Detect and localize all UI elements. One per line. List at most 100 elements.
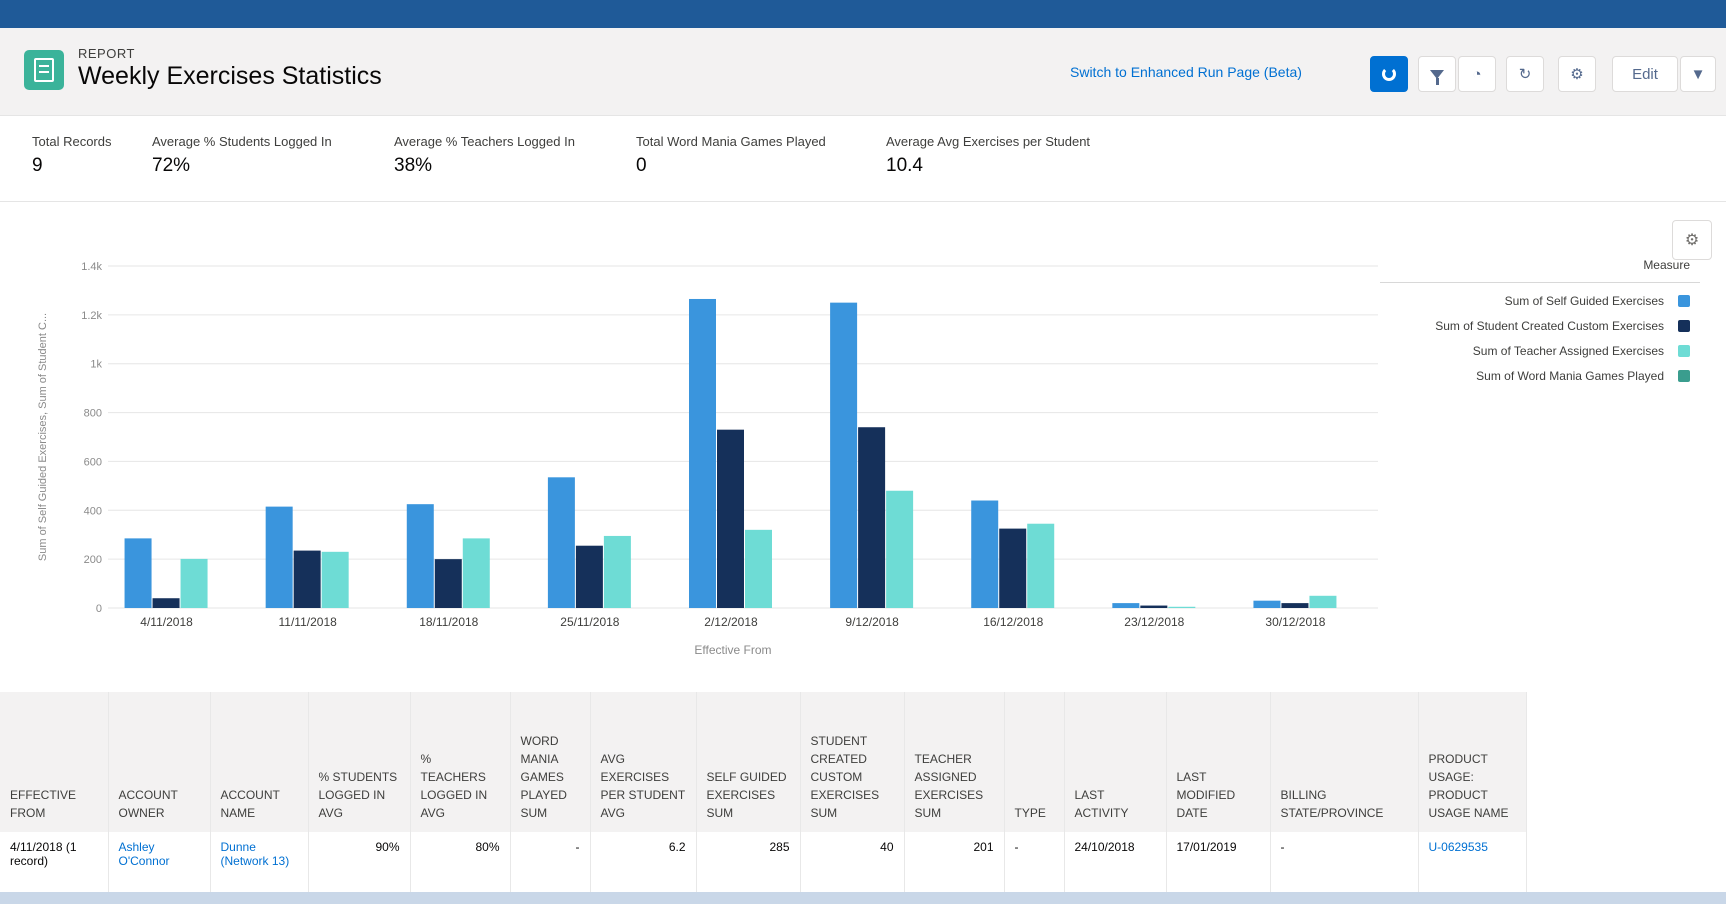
legend-label: Sum of Student Created Custom Exercises — [1435, 319, 1664, 333]
legend-item[interactable]: Sum of Student Created Custom Exercises — [1380, 319, 1700, 333]
chart-area: 0 200 400 600 800 1k 1.2k 1.4k 4/11/2018 11/11/20… — [0, 202, 1726, 692]
chart-toggle-button[interactable]: ◔ — [1458, 56, 1496, 92]
col-header[interactable]: PRODUCT USAGE: PRODUCT USAGE NAME — [1418, 692, 1527, 832]
col-header[interactable]: WORD MANIA GAMES PLAYED Sum — [510, 692, 591, 832]
col-header[interactable]: SELF GUIDED EXERCISES Sum — [696, 692, 801, 832]
summary-label: Average Avg Exercises per Student — [886, 134, 1091, 149]
chart-legend: Measure Sum of Self Guided Exercises Sum… — [1380, 258, 1700, 383]
refresh-toggle-button[interactable] — [1370, 56, 1408, 92]
legend-item[interactable]: Sum of Self Guided Exercises — [1380, 294, 1700, 308]
refresh-icon — [1382, 67, 1396, 81]
edit-menu-button[interactable]: ▼ — [1680, 56, 1716, 92]
col-header[interactable]: STUDENT CREATED CUSTOM EXERCISES Sum — [800, 692, 905, 832]
summary-label: Average % Teachers Logged In — [394, 134, 575, 149]
chart-settings-button[interactable]: ⚙ — [1672, 220, 1712, 260]
col-header[interactable]: ACCOUNT OWNER — [108, 692, 211, 832]
summary-avg-students: Average % Students Logged In 72% — [152, 134, 332, 177]
summary-value: 9 — [32, 155, 43, 176]
legend-label: Sum of Word Mania Games Played — [1476, 369, 1664, 383]
legend-item[interactable]: Sum of Teacher Assigned Exercises — [1380, 344, 1700, 358]
bar — [1112, 603, 1140, 608]
x-tick-label: 30/12/2018 — [1265, 615, 1325, 629]
bar — [575, 545, 603, 608]
legend-swatch — [1678, 320, 1690, 332]
chevron-down-icon: ▼ — [1690, 65, 1706, 83]
bar — [1168, 606, 1196, 608]
report-table: EFFECTIVE FROM ACCOUNT OWNER ACCOUNT NAM… — [0, 692, 1726, 904]
legend-label: Sum of Self Guided Exercises — [1504, 294, 1664, 308]
y-tick-label: 400 — [84, 505, 102, 517]
filter-icon — [1430, 69, 1444, 85]
cell-last-activity: 24/10/2018 — [1064, 832, 1167, 895]
summary-label: Average % Students Logged In — [152, 134, 332, 149]
bar — [1253, 600, 1281, 608]
col-header[interactable]: LAST MODIFIED DATE — [1166, 692, 1271, 832]
col-header[interactable]: AVG EXERCISES PER STUDENT Avg — [590, 692, 697, 832]
legend-title: Measure — [1380, 258, 1700, 283]
cell-account-owner[interactable]: Ashley O'Connor — [108, 832, 211, 895]
cell-account-name[interactable]: Dunne (Network 13) — [210, 832, 309, 895]
cell-avg-exercises: 6.2 — [590, 832, 697, 895]
bar — [547, 477, 575, 608]
switch-enhanced-run-link[interactable]: Switch to Enhanced Run Page (Beta) — [1070, 64, 1302, 80]
col-header[interactable]: TEACHER ASSIGNED EXERCISES Sum — [904, 692, 1005, 832]
col-header[interactable]: TYPE — [1004, 692, 1065, 832]
gear-icon: ⚙ — [1570, 66, 1584, 83]
summary-value: 38% — [394, 155, 433, 176]
summary-bar: Total Records 9 Average % Students Logge… — [0, 116, 1726, 202]
bar — [830, 302, 858, 608]
data-table: EFFECTIVE FROM ACCOUNT OWNER ACCOUNT NAM… — [0, 692, 1527, 895]
bar — [971, 500, 999, 608]
bar — [1281, 603, 1309, 608]
legend-item[interactable]: Sum of Word Mania Games Played — [1380, 369, 1700, 383]
col-header[interactable]: EFFECTIVE FROM — [0, 692, 109, 832]
app-top-band — [0, 0, 1726, 28]
y-axis-label: Sum of Self Guided Exercises, Sum of Stu… — [37, 313, 49, 561]
cell-student-created: 40 — [800, 832, 905, 895]
summary-value: 10.4 — [886, 155, 923, 176]
filter-button[interactable] — [1418, 56, 1456, 92]
cell-product-usage[interactable]: U-0629535 — [1418, 832, 1527, 895]
cell-word-mania: - — [510, 832, 591, 895]
summary-avg-teachers: Average % Teachers Logged In 38% — [394, 134, 575, 177]
bar — [1140, 605, 1168, 608]
col-header[interactable]: LAST ACTIVITY — [1064, 692, 1167, 832]
bar — [124, 538, 152, 608]
x-tick-label: 23/12/2018 — [1124, 615, 1184, 629]
summary-word-mania: Total Word Mania Games Played 0 — [636, 134, 826, 177]
bar — [717, 429, 744, 608]
legend-swatch — [1678, 370, 1690, 382]
chart-icon: ◔ — [1472, 65, 1482, 83]
bar — [293, 550, 321, 608]
report-header: REPORT Weekly Exercises Statistics Switc… — [0, 28, 1726, 116]
refresh-button[interactable]: ↻ — [1506, 56, 1544, 92]
summary-value: 0 — [636, 155, 647, 176]
x-tick-label: 9/12/2018 — [845, 615, 899, 629]
bar — [152, 598, 180, 608]
y-tick-label: 1k — [90, 359, 102, 371]
col-header[interactable]: % STUDENTS LOGGED IN Avg — [308, 692, 411, 832]
col-header[interactable]: % TEACHERS LOGGED IN Avg — [410, 692, 511, 832]
cell-students-logged-in: 90% — [308, 832, 411, 895]
bar — [462, 538, 490, 608]
report-eyebrow: REPORT — [78, 46, 135, 61]
settings-button[interactable]: ⚙ — [1558, 56, 1596, 92]
horizontal-scrollbar[interactable] — [0, 892, 1726, 904]
bar — [434, 559, 462, 608]
col-header[interactable]: BILLING STATE/PROVINCE — [1270, 692, 1419, 832]
legend-swatch — [1678, 295, 1690, 307]
summary-label: Total Records — [32, 134, 112, 149]
bar — [1309, 595, 1337, 608]
x-tick-label: 25/11/2018 — [560, 615, 619, 629]
y-tick-label: 1.2k — [81, 310, 102, 322]
x-tick-label: 2/12/2018 — [704, 615, 758, 629]
edit-button[interactable]: Edit — [1612, 56, 1678, 92]
cell-type: - — [1004, 832, 1065, 895]
legend-swatch — [1678, 345, 1690, 357]
y-tick-label: 1.4k — [81, 261, 102, 273]
col-header[interactable]: ACCOUNT NAME — [210, 692, 309, 832]
summary-total-records: Total Records 9 — [32, 134, 111, 177]
bar-chart: 0 200 400 600 800 1k 1.2k 1.4k 4/11/2018 11/11/20… — [37, 261, 1378, 657]
legend-label: Sum of Teacher Assigned Exercises — [1472, 344, 1664, 358]
summary-label: Total Word Mania Games Played — [636, 134, 826, 149]
